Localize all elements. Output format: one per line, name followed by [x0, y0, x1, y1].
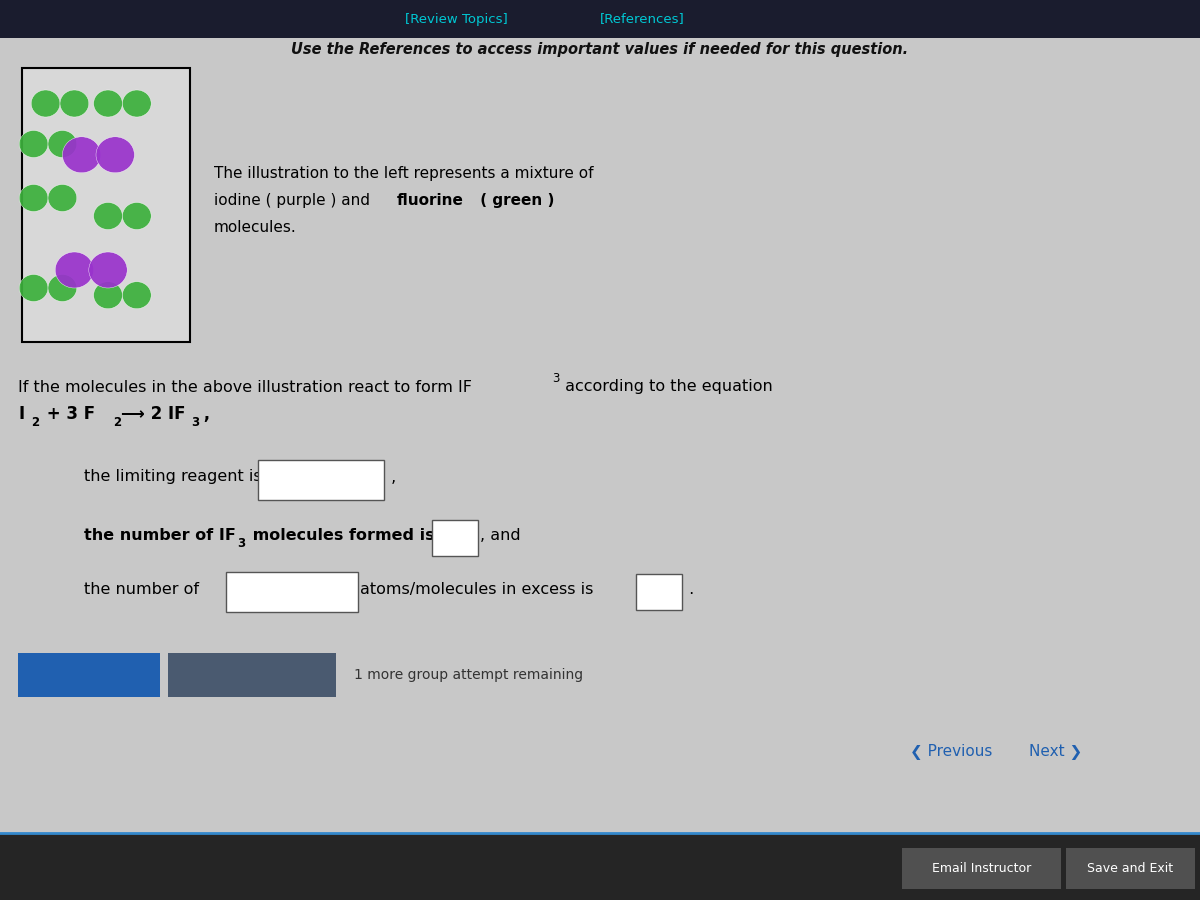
FancyBboxPatch shape	[432, 520, 478, 556]
Text: ( green ): ( green )	[475, 193, 554, 208]
FancyBboxPatch shape	[0, 0, 1200, 38]
Text: Save and Exit: Save and Exit	[1087, 862, 1174, 875]
Text: according to the equation: according to the equation	[560, 380, 773, 394]
Text: ,: ,	[198, 405, 210, 423]
Text: fluorine: fluorine	[397, 193, 464, 208]
Text: [References]: [References]	[600, 13, 684, 25]
Text: the number of IF: the number of IF	[84, 528, 236, 543]
Text: the limiting reagent is: the limiting reagent is	[84, 470, 262, 484]
Ellipse shape	[19, 130, 48, 158]
Text: The illustration to the left represents a mixture of: The illustration to the left represents …	[214, 166, 593, 181]
Text: molecules formed is: molecules formed is	[247, 528, 434, 543]
Ellipse shape	[94, 202, 122, 230]
Text: ,: ,	[386, 470, 397, 484]
Ellipse shape	[122, 202, 151, 230]
FancyBboxPatch shape	[1066, 848, 1195, 889]
Ellipse shape	[48, 130, 77, 158]
Text: Next ❯: Next ❯	[1030, 743, 1082, 760]
Ellipse shape	[55, 252, 94, 288]
FancyBboxPatch shape	[22, 68, 190, 342]
Text: ❮ Previous: ❮ Previous	[911, 743, 992, 760]
Text: [Review Topics]: [Review Topics]	[404, 13, 508, 25]
Ellipse shape	[48, 184, 77, 212]
Ellipse shape	[89, 252, 127, 288]
Ellipse shape	[31, 90, 60, 117]
Ellipse shape	[60, 90, 89, 117]
Text: Submit Answer: Submit Answer	[30, 668, 148, 682]
Text: 2: 2	[113, 416, 121, 428]
Text: ⟶ 2 IF: ⟶ 2 IF	[121, 405, 186, 423]
FancyBboxPatch shape	[226, 572, 358, 612]
Text: 2: 2	[31, 416, 40, 428]
Ellipse shape	[19, 184, 48, 212]
Text: .: .	[684, 582, 695, 597]
Ellipse shape	[62, 137, 101, 173]
Text: Email Instructor: Email Instructor	[932, 862, 1031, 875]
Ellipse shape	[48, 274, 77, 302]
FancyBboxPatch shape	[636, 574, 682, 610]
Text: the number of: the number of	[84, 582, 199, 597]
Ellipse shape	[94, 282, 122, 309]
Text: Retry Entire Group: Retry Entire Group	[179, 668, 325, 682]
Ellipse shape	[96, 137, 134, 173]
Text: molecules.: molecules.	[214, 220, 296, 235]
FancyBboxPatch shape	[902, 848, 1061, 889]
FancyBboxPatch shape	[18, 653, 160, 697]
FancyBboxPatch shape	[258, 460, 384, 500]
Ellipse shape	[122, 90, 151, 117]
Text: I: I	[18, 405, 24, 423]
Text: 3: 3	[552, 372, 559, 384]
Text: , and: , and	[480, 528, 521, 543]
Text: If the molecules in the above illustration react to form IF: If the molecules in the above illustrati…	[18, 380, 472, 394]
Text: atoms/molecules in excess is: atoms/molecules in excess is	[360, 582, 593, 597]
Text: Use the References to access important values if needed for this question.: Use the References to access important v…	[292, 42, 908, 57]
Text: 3: 3	[238, 537, 246, 550]
Ellipse shape	[19, 274, 48, 302]
Text: 3: 3	[191, 416, 199, 428]
Text: 1 more group attempt remaining: 1 more group attempt remaining	[354, 668, 583, 682]
FancyBboxPatch shape	[0, 832, 1200, 900]
Ellipse shape	[94, 90, 122, 117]
FancyBboxPatch shape	[168, 653, 336, 697]
Text: + 3 F: + 3 F	[41, 405, 95, 423]
Text: iodine ( purple ) and: iodine ( purple ) and	[214, 193, 374, 208]
Ellipse shape	[122, 282, 151, 309]
